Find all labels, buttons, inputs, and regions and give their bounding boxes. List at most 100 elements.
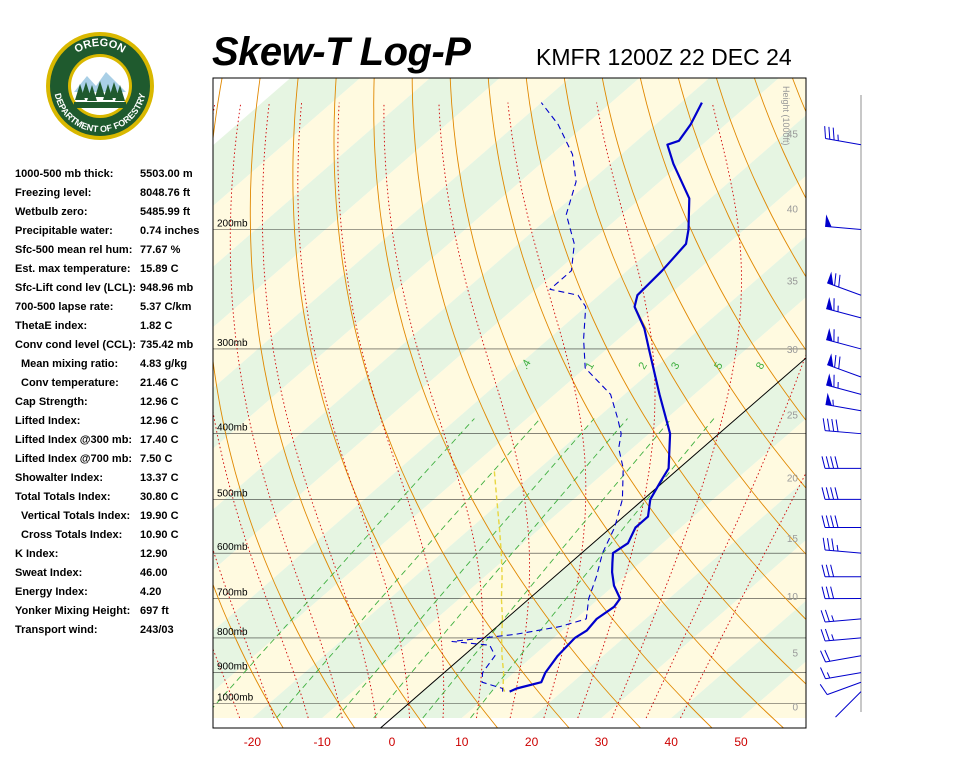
height-tick-label: 30 <box>787 345 799 356</box>
wind-barb-shaft <box>825 618 862 623</box>
dry-adiabat-line <box>213 78 356 728</box>
temperature-band <box>213 78 806 631</box>
dry-adiabat-line <box>791 78 806 113</box>
index-label: Mean mixing ratio: <box>21 358 119 370</box>
pressure-label: 200mb <box>217 218 248 229</box>
index-label: Precipitable water: <box>15 225 113 237</box>
wind-barb-flag <box>828 126 831 140</box>
wind-barb-shaft <box>825 637 862 642</box>
temperature-band <box>461 418 806 718</box>
oregon-forestry-logo: OREGON DEPARTMENT OF FORESTRY <box>44 30 156 147</box>
wind-barb <box>820 649 862 663</box>
index-value: 15.89 C <box>140 263 179 275</box>
index-label: Vertical Totals Index: <box>21 510 131 522</box>
wind-barb-flag <box>821 456 826 469</box>
index-value: 7.50 C <box>140 453 173 465</box>
temperature-band <box>322 297 806 718</box>
height-tick-label: 5 <box>792 648 798 659</box>
index-label: Est. max temperature: <box>15 263 131 275</box>
tree-icon <box>81 82 91 98</box>
mixing-ratio-label: 1 <box>583 360 596 371</box>
wind-barb-flag <box>834 515 839 528</box>
wind-barb-flag <box>825 515 830 528</box>
dry-adiabat-line <box>373 78 641 728</box>
wind-barb-flag <box>830 456 835 469</box>
index-value: 948.96 mb <box>140 282 194 294</box>
mixing-ratio-label: 2 <box>636 360 649 371</box>
index-value: 10.90 C <box>140 529 179 541</box>
mixing-ratio-line <box>422 418 672 719</box>
wind-barb-pennant <box>827 271 834 286</box>
temperature-band <box>213 78 431 267</box>
wind-barb-flag <box>821 487 826 500</box>
wind-barb-flag <box>822 418 826 431</box>
wind-barb-pennant <box>826 328 833 342</box>
wind-barb <box>821 515 862 529</box>
temperature-band <box>601 540 806 718</box>
wind-barb <box>826 328 862 350</box>
index-value: 5485.99 ft <box>140 206 191 218</box>
wind-barb <box>821 487 862 500</box>
index-label: K Index: <box>15 548 59 560</box>
wind-barb-shaft <box>825 138 862 146</box>
wind-barb-flag <box>834 487 839 500</box>
wind-barb-flag <box>824 649 831 662</box>
wind-barb-shaft <box>825 655 862 663</box>
wind-barb <box>824 126 862 146</box>
wind-barb-shaft <box>825 430 862 435</box>
pressure-label: 400mb <box>217 423 248 434</box>
wind-barb-flag <box>834 273 837 286</box>
wind-barb <box>827 271 862 296</box>
wind-barb-pennant <box>827 353 834 367</box>
wind-barb-flag <box>822 537 826 551</box>
index-value: 1.82 C <box>140 320 173 332</box>
pressure-label: 900mb <box>217 662 248 673</box>
pressure-label: 300mb <box>217 338 248 349</box>
index-value: 5503.00 m <box>140 168 193 180</box>
wind-barb-flag <box>830 564 835 577</box>
wind-barb-flag <box>827 538 830 551</box>
wind-barb-pennant <box>825 214 832 227</box>
wind-barb <box>819 681 862 696</box>
wind-barb-pennant <box>826 297 833 311</box>
parcel-trace <box>493 468 506 692</box>
wind-barb-flag <box>820 629 826 642</box>
moist-adiabat-line <box>213 102 309 719</box>
wind-barb-flag <box>834 355 837 368</box>
dry-adiabat-line <box>292 78 498 728</box>
index-value: 46.00 <box>140 567 168 579</box>
mixing-ratio-line <box>213 418 475 709</box>
temperature-band <box>213 115 806 692</box>
dry-adiabat-line <box>900 64 960 728</box>
wind-barb <box>822 418 862 435</box>
x-tick-label: -10 <box>314 735 332 749</box>
x-tick-label: 40 <box>665 735 679 749</box>
index-label: ThetaE index: <box>15 320 88 332</box>
wind-barb-flag <box>821 586 826 599</box>
wind-barb <box>820 628 862 642</box>
wind-barb-flag <box>838 274 841 288</box>
index-value: 12.90 <box>140 548 168 560</box>
dry-adiabat-line <box>249 78 427 728</box>
wind-barb-flag <box>835 419 839 432</box>
pressure-label: 1000mb <box>217 693 254 704</box>
index-label: Lifted Index @700 mb: <box>15 453 133 465</box>
wind-barb-shaft <box>827 364 862 378</box>
wind-barb-flag <box>824 628 830 641</box>
index-value: 12.96 C <box>140 415 179 427</box>
index-value: 697 ft <box>140 605 169 617</box>
index-value: 0.74 inches <box>140 225 200 237</box>
wind-barb <box>821 586 862 600</box>
temperature-trace <box>509 102 703 693</box>
index-value: 4.20 <box>140 586 162 598</box>
dry-adiabat-line <box>753 78 806 200</box>
moist-adiabat-line <box>66 103 135 718</box>
wind-barb-shaft <box>825 672 862 680</box>
wind-barb-half-flag <box>831 634 835 641</box>
index-value: 243/03 <box>140 624 174 636</box>
height-tick-label: 25 <box>787 411 799 422</box>
wind-barb-half-flag <box>826 672 831 679</box>
height-tick-label: 15 <box>787 534 799 545</box>
dry-adiabat-line <box>63 64 141 728</box>
